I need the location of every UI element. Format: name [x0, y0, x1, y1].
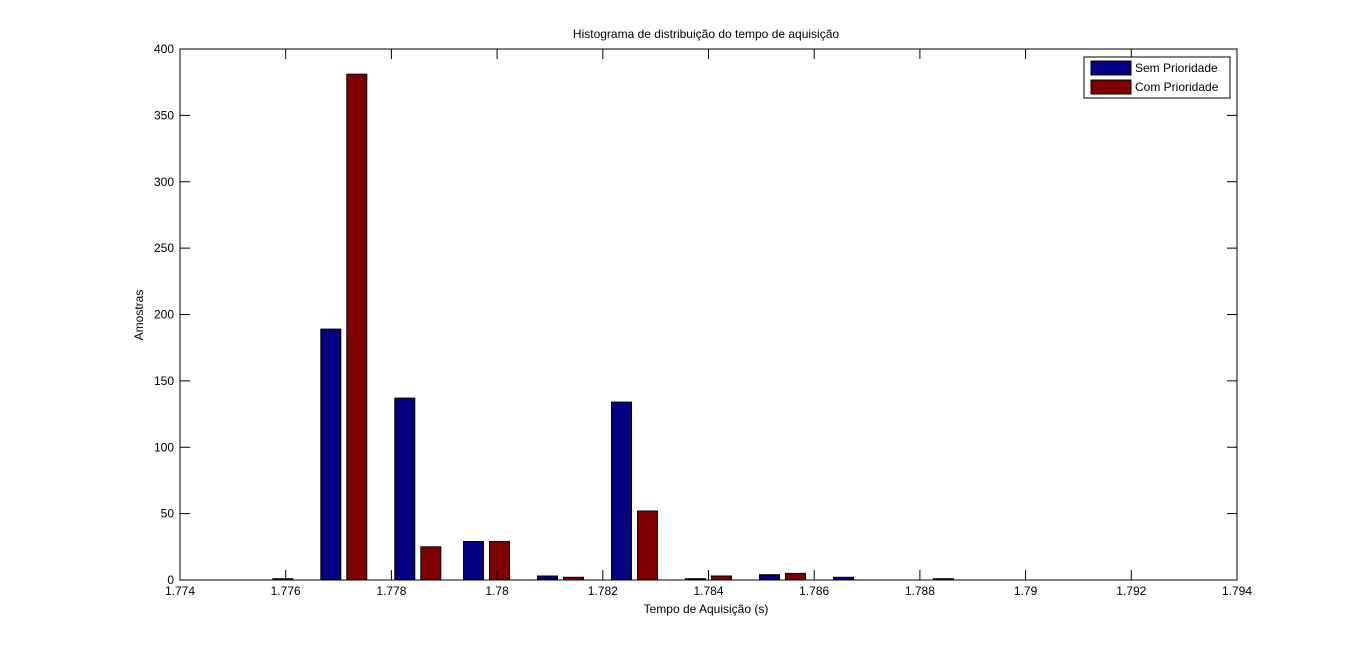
bar-com-prioridade-3 [489, 541, 510, 581]
y-axis-label: Amostras [132, 290, 146, 341]
bar-sem-prioridade-1 [320, 328, 342, 581]
bar-sem-prioridade-3 [463, 541, 484, 581]
x-tick-label: 1.786 [799, 584, 829, 598]
bar-sem-prioridade-4 [537, 575, 558, 581]
x-tick-label: 1.774 [165, 584, 195, 598]
y-tick-label: 250 [154, 241, 174, 255]
x-tick-label: 1.778 [376, 584, 406, 598]
x-tick-label: 1.784 [693, 584, 723, 598]
x-tick-label: 1.788 [905, 584, 935, 598]
bar-sem-prioridade-5 [611, 401, 632, 581]
bar-com-prioridade-1 [346, 73, 368, 581]
legend-label-sem-prioridade: Sem Prioridade [1135, 61, 1218, 75]
y-tick-label: 400 [154, 42, 174, 56]
legend-label-com-prioridade: Com Prioridade [1135, 80, 1219, 94]
x-tick-label: 1.782 [588, 584, 618, 598]
x-axis-ticks: 1.774 1.776 1.778 1.78 1.782 1.784 1.786 1.788 1… [165, 49, 1252, 598]
chart-title: Histograma de distribuição do tempo de a… [573, 27, 839, 41]
y-tick-label: 0 [167, 573, 174, 587]
y-tick-label: 100 [154, 440, 174, 454]
legend: Sem Prioridade Com Prioridade [1083, 56, 1231, 99]
legend-swatch-sem-prioridade [1090, 60, 1132, 76]
y-tick-label: 350 [154, 108, 174, 122]
y-tick-label: 200 [154, 308, 174, 322]
y-tick-label: 300 [154, 175, 174, 189]
x-axis-label: Tempo de Aquisição (s) [644, 602, 769, 616]
x-tick-label: 1.794 [1222, 584, 1252, 598]
x-tick-label: 1.79 [1014, 584, 1038, 598]
y-tick-label: 150 [154, 374, 174, 388]
x-tick-label: 1.792 [1116, 584, 1146, 598]
bar-com-prioridade-6 [711, 575, 732, 581]
y-tick-label: 50 [161, 507, 175, 521]
x-tick-label: 1.78 [485, 584, 509, 598]
bar-com-prioridade-2 [420, 546, 442, 581]
bar-com-prioridade-5 [637, 510, 658, 581]
bar-sem-prioridade-2 [394, 397, 416, 581]
x-tick-label: 1.776 [271, 584, 301, 598]
bar-sem-prioridade-7 [759, 574, 780, 581]
y-axis-ticks: 0 50 100 150 200 250 300 350 400 [154, 42, 1237, 587]
legend-swatch-com-prioridade [1090, 79, 1132, 95]
bar-com-prioridade-7 [785, 572, 806, 581]
bars-group [272, 73, 954, 581]
